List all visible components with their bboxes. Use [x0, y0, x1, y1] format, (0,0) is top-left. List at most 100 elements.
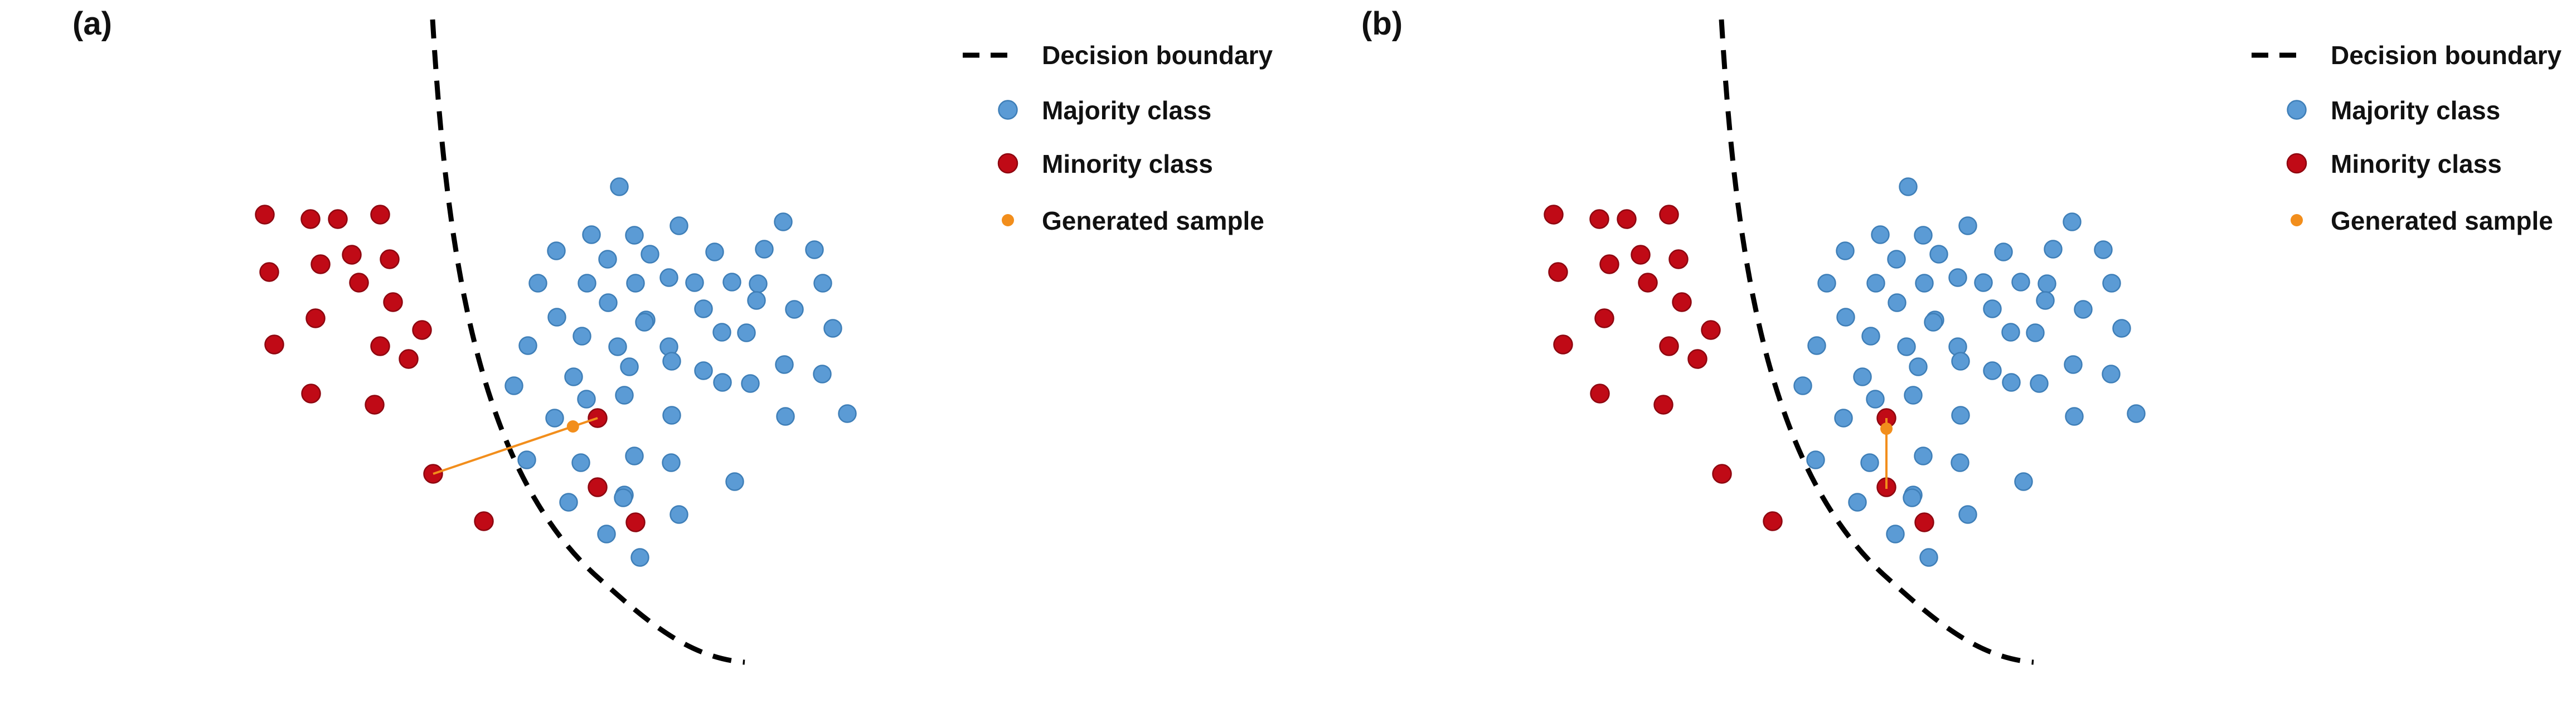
majority-point — [641, 245, 659, 264]
majority-point — [2065, 407, 2084, 426]
majority-point — [610, 177, 629, 196]
majority-point — [722, 273, 741, 292]
minority-point — [301, 384, 321, 404]
majority-point — [625, 226, 644, 245]
majority-point — [659, 268, 678, 287]
majority-point — [1866, 390, 1885, 409]
minority-point — [1687, 349, 1707, 369]
majority-point — [838, 404, 857, 423]
majority-point — [1897, 337, 1916, 356]
majority-point — [670, 505, 688, 524]
majority-point — [1866, 274, 1885, 293]
majority-point — [625, 447, 644, 465]
minority-point — [383, 292, 403, 312]
legend-label-majority: Majority class — [1042, 96, 1211, 125]
minority-point — [1668, 249, 1689, 269]
majority-point — [1929, 245, 1948, 264]
majority-point — [598, 250, 617, 269]
majority-point — [2037, 274, 2056, 293]
majority-point — [1886, 525, 1905, 544]
majority-point — [774, 212, 793, 231]
majority-point — [785, 300, 804, 319]
minority-point — [342, 245, 362, 265]
majority-point — [2026, 323, 2045, 342]
minority-point — [1653, 395, 1673, 415]
minority-point — [399, 349, 419, 369]
majority-point — [635, 313, 654, 332]
majority-point — [1807, 336, 1826, 355]
majority-point — [1860, 453, 1879, 472]
majority-point — [805, 240, 824, 259]
generated-sample-point — [1880, 423, 1893, 435]
legend-label-boundary: Decision boundary — [2331, 41, 2562, 70]
legend-generated-swatch — [1002, 214, 1014, 226]
majority-point — [775, 355, 794, 374]
majority-point — [597, 525, 616, 544]
majority-point — [755, 240, 774, 259]
majority-point — [577, 390, 596, 409]
majority-point — [1861, 327, 1880, 346]
majority-point — [1899, 177, 1918, 196]
legend-label-majority: Majority class — [2331, 96, 2500, 125]
majority-point — [547, 308, 566, 327]
majority-point — [2102, 365, 2121, 384]
majority-point — [737, 323, 756, 342]
generated-sample-point — [566, 420, 579, 433]
minority-point — [474, 511, 494, 531]
panel-label-b: (b) — [1361, 6, 1403, 42]
majority-point — [1888, 293, 1906, 312]
majority-point — [571, 453, 590, 472]
majority-point — [749, 274, 768, 293]
minority-point — [380, 249, 400, 269]
majority-point — [517, 450, 536, 469]
majority-point — [582, 225, 601, 244]
minority-point — [1638, 273, 1658, 293]
minority-point — [259, 262, 279, 282]
minority-point — [1631, 245, 1651, 265]
majority-point — [1836, 241, 1855, 260]
minority-point — [1712, 464, 1732, 484]
majority-point — [1924, 313, 1943, 332]
decision-boundary-curve — [1719, 19, 2034, 665]
majority-point — [1958, 216, 1977, 235]
majority-point — [813, 365, 832, 384]
legend-label-generated: Generated sample — [1042, 206, 1264, 235]
majority-point — [1914, 226, 1933, 245]
majority-point — [626, 274, 645, 293]
majority-point — [725, 472, 744, 491]
minority-point — [1763, 511, 1783, 531]
minority-point — [370, 336, 390, 356]
majority-point — [1904, 386, 1923, 405]
majority-point — [1834, 409, 1853, 428]
majority-point — [2064, 355, 2083, 374]
majority-point — [620, 357, 639, 376]
majority-point — [670, 216, 688, 235]
majority-point — [518, 336, 537, 355]
majority-point — [1983, 299, 2002, 318]
majority-point — [547, 241, 566, 260]
majority-point — [2002, 373, 2021, 392]
majority-point — [2001, 323, 2020, 342]
majority-point — [2030, 374, 2049, 393]
minority-point — [1599, 254, 1619, 274]
minority-point — [300, 209, 321, 229]
minority-point — [1672, 292, 1692, 312]
majority-point — [578, 274, 596, 293]
majority-point — [1853, 367, 1872, 386]
majority-point — [630, 548, 649, 567]
legend-a: Decision boundary Majority class Minority … — [963, 41, 1273, 235]
majority-point — [1887, 250, 1906, 269]
majority-point — [504, 376, 523, 395]
majority-point — [823, 319, 842, 338]
majority-point — [2094, 240, 2113, 259]
minority-point — [1617, 209, 1637, 229]
majority-point — [545, 409, 564, 428]
majority-point — [1817, 274, 1836, 293]
majority-point — [599, 293, 618, 312]
minority-point — [588, 477, 608, 497]
decision-boundary-curve — [430, 19, 745, 665]
majority-point — [1958, 505, 1977, 524]
majority-point — [776, 407, 795, 426]
majority-point — [712, 323, 731, 342]
